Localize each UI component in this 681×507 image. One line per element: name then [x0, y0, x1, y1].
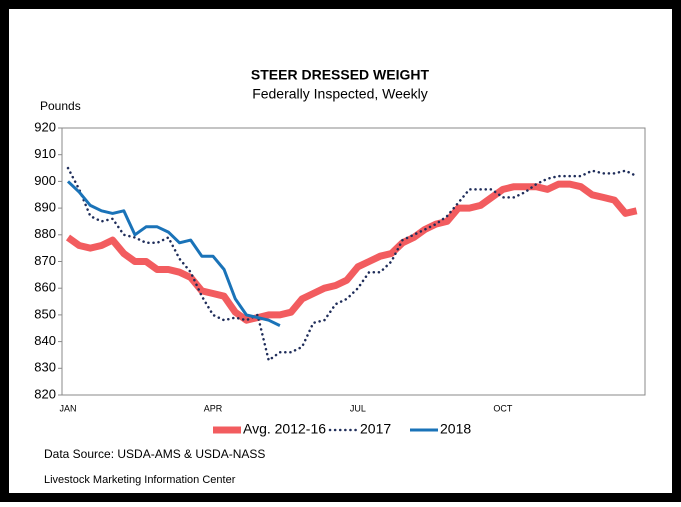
y-tick-label: 870: [34, 253, 56, 268]
y-axis-label: Pounds: [40, 99, 81, 113]
y-tick-label: 890: [34, 200, 56, 215]
x-tick-label: JAN: [59, 403, 76, 413]
chart-title: STEER DRESSED WEIGHT: [251, 67, 430, 83]
source: Data Source: USDA-AMS & USDA-NASS: [44, 447, 265, 461]
y-tick-label: 860: [34, 280, 56, 295]
footer: Livestock Marketing Information Center: [44, 474, 236, 486]
y-tick-label: 880: [34, 226, 56, 241]
x-tick-label: APR: [204, 403, 223, 413]
y-tick-label: 850: [34, 306, 56, 321]
y-tick-label: 820: [34, 386, 56, 401]
x-tick-label: JUL: [350, 403, 366, 413]
legend-label: 2018: [440, 421, 471, 437]
y-tick-label: 830: [34, 360, 56, 375]
y-tick-label: 910: [34, 146, 56, 161]
series-line: [66, 180, 281, 327]
x-tick-label: OCT: [493, 403, 513, 413]
y-tick-label: 920: [34, 119, 56, 134]
series-line: [66, 166, 638, 362]
y-tick-label: 840: [34, 333, 56, 348]
legend-label: Avg. 2012-16: [243, 421, 326, 437]
y-tick-label: 900: [34, 173, 56, 188]
legend-label: 2017: [360, 421, 391, 437]
series-line: [65, 180, 638, 324]
chart-subtitle: Federally Inspected, Weekly: [252, 86, 428, 102]
